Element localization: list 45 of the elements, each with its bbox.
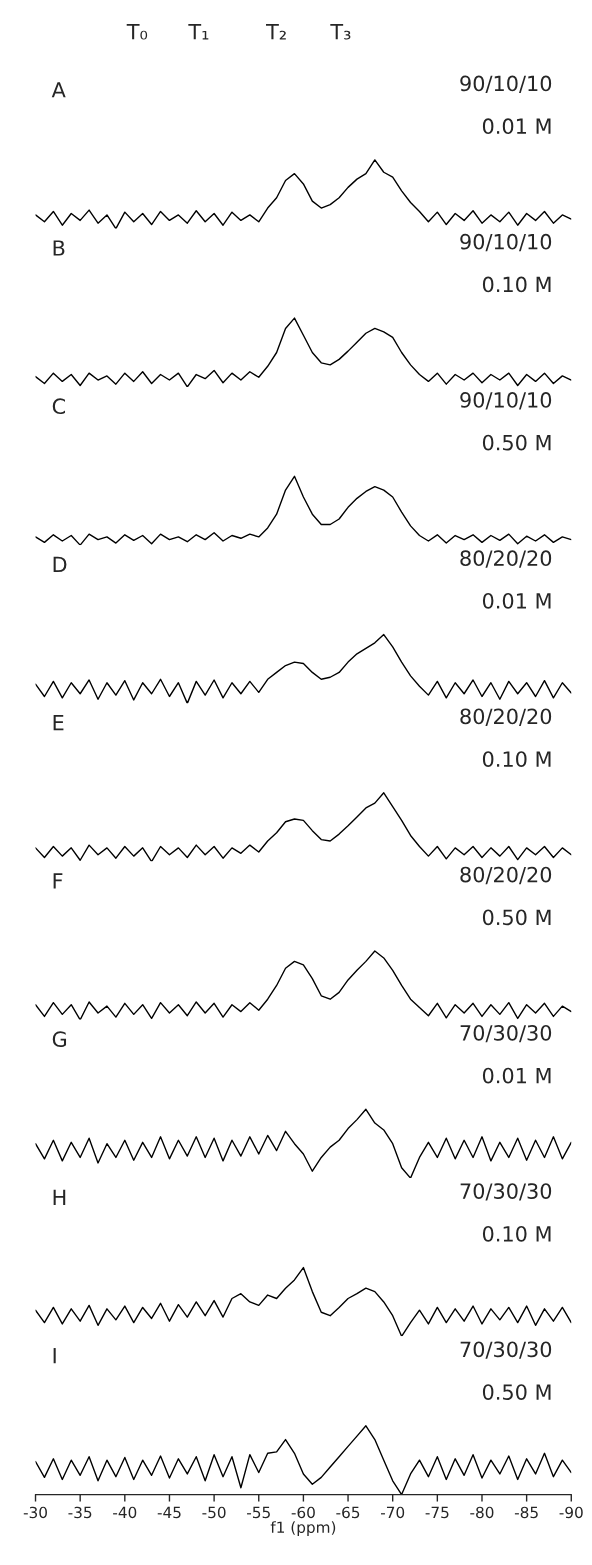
x-tick-label: -75 [425,1506,449,1519]
text: 70/30/30 [460,1341,552,1359]
text: 80/20/20 [460,866,552,885]
text: 70/30/30 [460,1183,552,1201]
text: 0.10 M [482,276,551,293]
x-tick-label: -50 [202,1506,226,1519]
text: D [53,556,67,573]
text: 0.01 M [482,1067,551,1084]
text: I [53,1348,56,1364]
x-tick-label: -80 [470,1506,494,1519]
x-tick-label: -30 [23,1506,47,1519]
x-tick-label: -90 [559,1506,583,1519]
text: 0.50 M [482,909,551,926]
text: 70/30/30 [460,1024,552,1043]
x-tick-label: -35 [68,1506,92,1519]
text: T₀ [126,24,148,40]
text: H [53,1189,66,1205]
text: 90/10/10 [460,75,552,93]
text: F [53,873,63,889]
text: 0.10 M [482,751,551,767]
text: 90/10/10 [460,233,552,252]
x-tick-label: -65 [336,1506,360,1519]
text: 80/20/20 [460,550,552,568]
x-tick-label: -85 [514,1506,538,1519]
x-tick-label: -40 [113,1506,137,1519]
x-tick-label: -45 [157,1506,181,1519]
text: 0.01 M [482,592,551,609]
text: A [51,82,66,98]
text: B [53,240,65,256]
text: C [52,398,66,415]
x-tick-label: -55 [247,1506,270,1519]
text: T₂ [266,24,286,40]
text: T₁ [188,24,209,40]
text: 0.01 M [482,118,551,135]
text: 0.50 M [482,434,551,451]
text: G [52,1031,67,1048]
text: 80/20/20 [460,708,552,726]
text: 90/10/10 [460,392,552,410]
x-tick-label: -70 [380,1506,405,1519]
text: T₃ [330,24,351,40]
text: 0.50 M [482,1384,551,1400]
x-axis-title: f1 (ppm) [270,1521,336,1536]
text: E [53,715,64,731]
text: 0.10 M [482,1225,551,1242]
x-tick-label: -60 [291,1506,315,1519]
